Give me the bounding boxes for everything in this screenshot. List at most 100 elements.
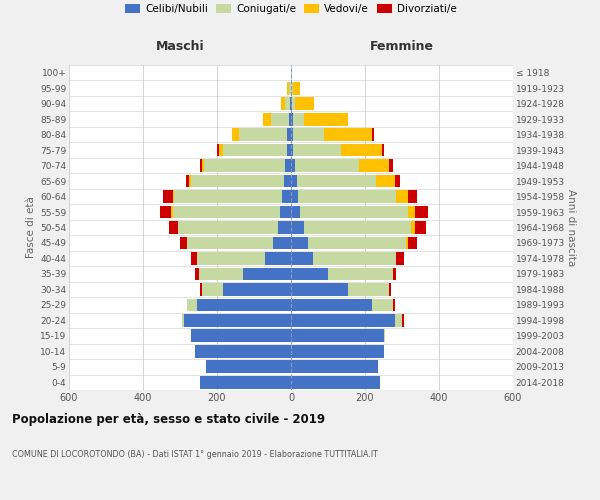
Bar	[290, 98, 291, 110]
Bar	[397, 190, 407, 203]
Bar	[291, 252, 313, 265]
Bar	[292, 98, 295, 110]
Bar	[359, 159, 389, 172]
Bar	[300, 206, 407, 218]
Bar	[406, 236, 407, 250]
Bar	[195, 345, 291, 358]
Bar	[219, 144, 223, 156]
Bar	[200, 283, 202, 296]
Bar	[397, 252, 404, 265]
Bar	[328, 268, 393, 280]
Bar	[325, 128, 373, 141]
Bar	[239, 128, 287, 141]
Bar	[295, 159, 359, 172]
Bar	[291, 345, 383, 358]
Bar	[376, 174, 395, 188]
Bar	[295, 98, 314, 110]
Bar	[415, 206, 428, 218]
Bar	[293, 113, 304, 126]
Bar	[173, 190, 175, 203]
Bar	[291, 82, 293, 94]
Bar	[349, 283, 389, 296]
Bar	[395, 314, 402, 326]
Bar	[200, 376, 291, 388]
Bar	[232, 128, 239, 141]
Bar	[202, 283, 223, 296]
Bar	[289, 113, 291, 126]
Bar	[200, 159, 202, 172]
Bar	[160, 206, 171, 218]
Bar	[341, 144, 382, 156]
Bar	[206, 360, 291, 373]
Bar	[195, 268, 199, 280]
Bar	[178, 221, 278, 234]
Bar	[373, 298, 393, 311]
Bar	[393, 298, 395, 311]
Bar	[291, 174, 296, 188]
Bar	[291, 206, 300, 218]
Bar	[293, 128, 325, 141]
Bar	[284, 174, 291, 188]
Bar	[263, 113, 271, 126]
Bar	[204, 159, 286, 172]
Bar	[393, 268, 397, 280]
Bar	[169, 221, 178, 234]
Bar	[293, 144, 341, 156]
Bar	[407, 206, 415, 218]
Bar	[373, 128, 374, 141]
Bar	[180, 236, 187, 250]
Bar	[291, 236, 308, 250]
Bar	[171, 206, 173, 218]
Bar	[191, 174, 284, 188]
Bar	[291, 128, 293, 141]
Bar	[415, 221, 426, 234]
Text: Femmine: Femmine	[370, 40, 434, 52]
Bar	[287, 128, 291, 141]
Bar	[291, 360, 378, 373]
Bar	[407, 190, 417, 203]
Bar	[291, 376, 380, 388]
Bar	[291, 98, 292, 110]
Bar	[173, 206, 280, 218]
Bar	[291, 283, 349, 296]
Bar	[395, 174, 400, 188]
Bar	[272, 236, 291, 250]
Bar	[291, 190, 298, 203]
Bar	[402, 314, 404, 326]
Bar	[291, 330, 383, 342]
Bar	[407, 236, 417, 250]
Bar	[191, 330, 291, 342]
Bar	[291, 144, 293, 156]
Bar	[291, 221, 304, 234]
Bar	[286, 159, 291, 172]
Bar	[202, 159, 204, 172]
Bar	[217, 144, 219, 156]
Bar	[308, 236, 406, 250]
Bar	[291, 113, 293, 126]
Bar	[175, 190, 282, 203]
Text: Popolazione per età, sesso e stato civile - 2019: Popolazione per età, sesso e stato civil…	[12, 412, 325, 426]
Bar	[197, 298, 291, 311]
Bar	[298, 190, 397, 203]
Bar	[304, 221, 411, 234]
Y-axis label: Fasce di età: Fasce di età	[26, 196, 36, 258]
Bar	[291, 298, 373, 311]
Bar	[199, 268, 243, 280]
Bar	[287, 82, 289, 94]
Bar	[187, 236, 272, 250]
Bar	[287, 144, 291, 156]
Bar	[243, 268, 291, 280]
Text: Maschi: Maschi	[155, 40, 205, 52]
Bar	[289, 82, 291, 94]
Bar	[389, 283, 391, 296]
Bar	[280, 206, 291, 218]
Bar	[382, 144, 383, 156]
Bar	[182, 314, 184, 326]
Legend: Celibi/Nubili, Coniugati/e, Vedovi/e, Divorziati/e: Celibi/Nubili, Coniugati/e, Vedovi/e, Di…	[121, 0, 461, 18]
Bar	[293, 82, 300, 94]
Bar	[197, 252, 265, 265]
Y-axis label: Anni di nascita: Anni di nascita	[566, 189, 576, 266]
Bar	[265, 252, 291, 265]
Bar	[411, 221, 415, 234]
Bar	[313, 252, 397, 265]
